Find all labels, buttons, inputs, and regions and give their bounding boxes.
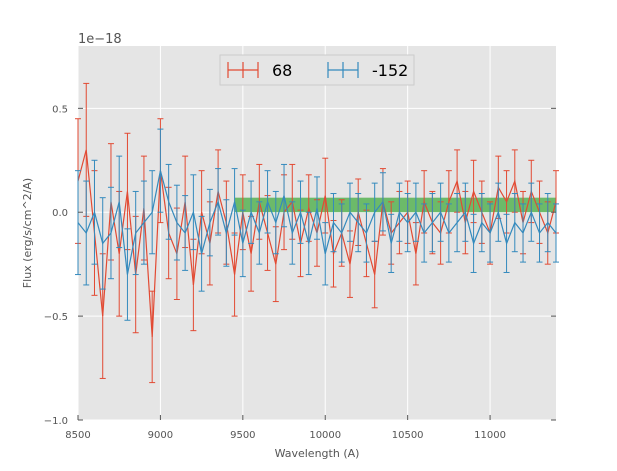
x-tick-label: 10000	[309, 430, 341, 441]
y-tick-label: 0.5	[52, 104, 68, 115]
offset-text: 1e−18	[78, 32, 122, 47]
x-tick-label: 9500	[230, 430, 255, 441]
x-tick-label: 9000	[148, 430, 173, 441]
legend-label-68: 68	[272, 61, 292, 80]
highlight-band	[234, 197, 556, 213]
y-tick-label: 0.0	[52, 208, 68, 219]
series-layer	[75, 82, 559, 384]
x-tick-label: 11000	[474, 430, 506, 441]
axes: 8500 9000 9500 10000 10500 11000 −1.0 −0.5 0.0 0.…	[44, 104, 556, 441]
series-line-1	[77, 170, 557, 275]
band-layer	[234, 197, 556, 213]
legend-label-minus-152: -152	[372, 61, 408, 80]
y-tick-label: −1.0	[44, 416, 68, 427]
y-axis-label: Flux (erg/s/cm^2/A)	[21, 178, 34, 288]
x-tick-label: 10500	[392, 430, 424, 441]
y-tick-label: −0.5	[44, 312, 68, 323]
x-tick-label: 8500	[65, 430, 90, 441]
legend-entry-68: 68	[227, 61, 292, 80]
x-axis-label: Wavelength (A)	[275, 447, 360, 460]
series-1	[75, 128, 559, 321]
legend: 68 -152	[219, 54, 415, 86]
legend-entry-minus-152: -152	[327, 61, 408, 80]
